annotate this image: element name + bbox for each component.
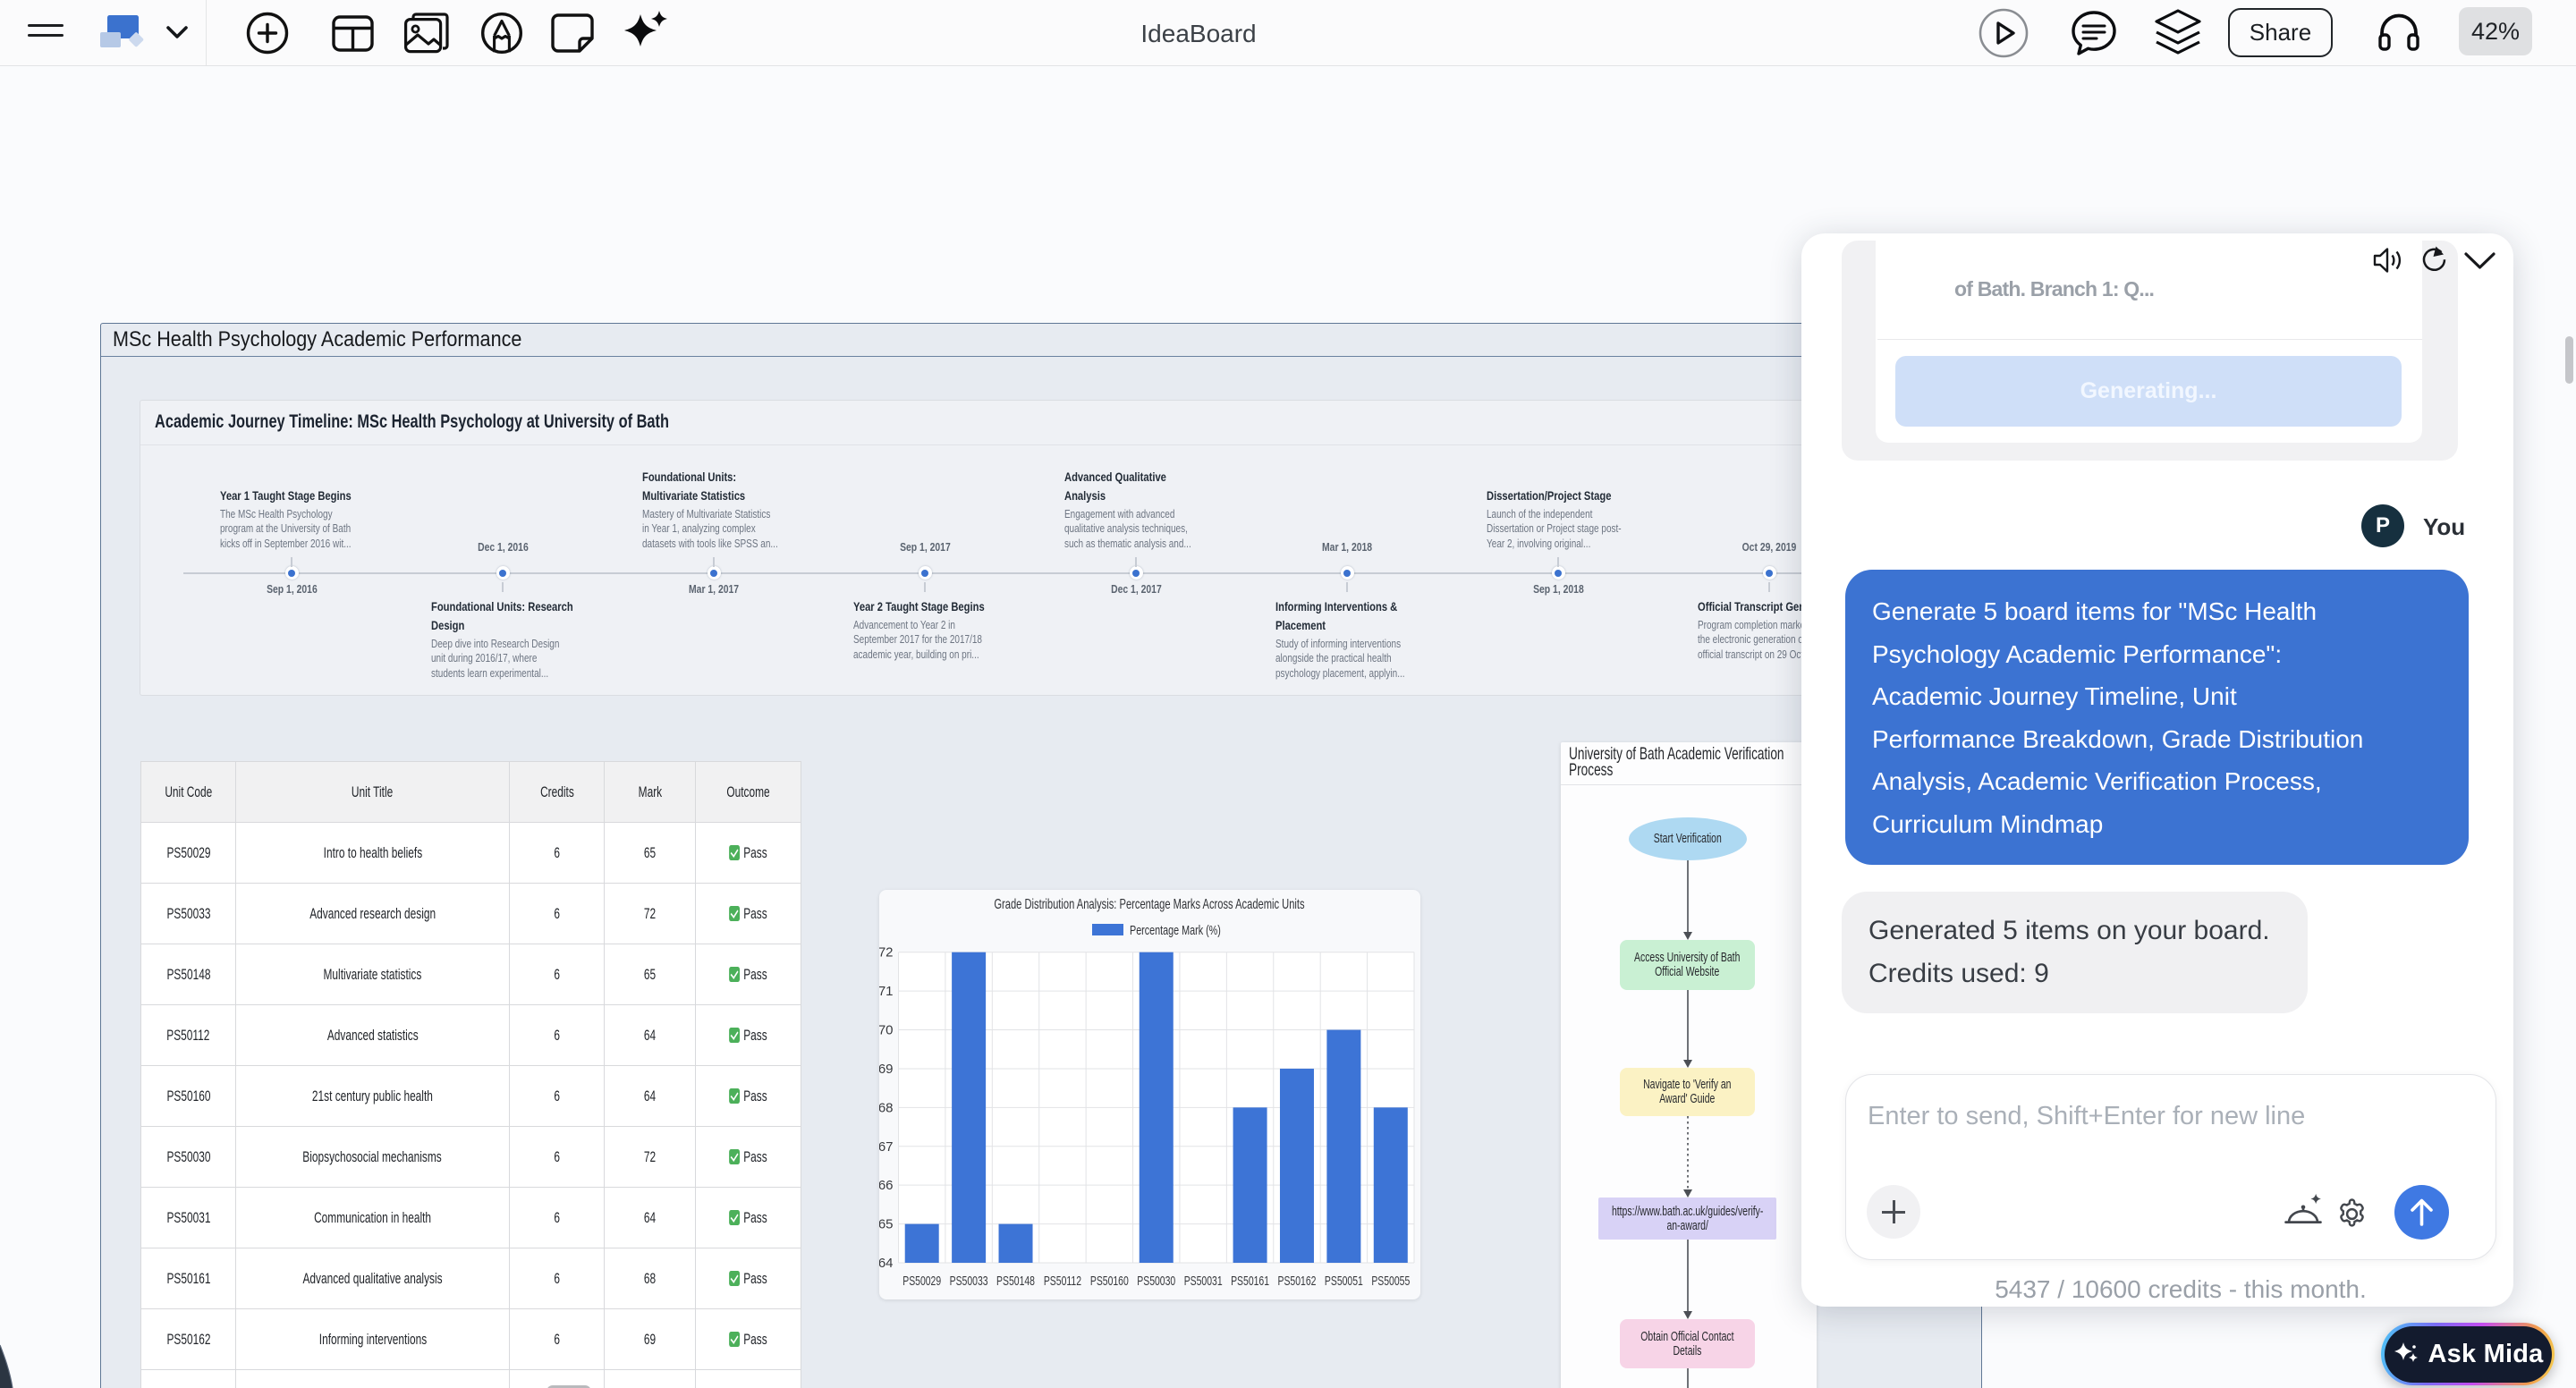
- svg-text:PS50030: PS50030: [1137, 1274, 1175, 1288]
- svg-text:67: 67: [879, 1139, 894, 1155]
- svg-text:PS50148: PS50148: [996, 1274, 1035, 1288]
- svg-text:68: 68: [879, 1100, 894, 1115]
- svg-text:PS50051: PS50051: [1325, 1274, 1363, 1288]
- svg-text:PS50031: PS50031: [1184, 1274, 1223, 1288]
- svg-text:PS50160: PS50160: [1090, 1274, 1129, 1288]
- svg-text:PS50162: PS50162: [1278, 1274, 1317, 1288]
- svg-text:PS50033: PS50033: [950, 1274, 988, 1288]
- svg-text:Percentage Mark (%): Percentage Mark (%): [1130, 922, 1221, 937]
- svg-text:PS50112: PS50112: [1044, 1274, 1081, 1288]
- svg-text:71: 71: [879, 984, 894, 999]
- svg-text:PS50161: PS50161: [1231, 1274, 1269, 1288]
- svg-text:69: 69: [879, 1062, 894, 1077]
- svg-text:72: 72: [879, 945, 894, 961]
- svg-text:PS50055: PS50055: [1371, 1274, 1410, 1288]
- svg-text:70: 70: [879, 1023, 894, 1038]
- svg-text:64: 64: [879, 1256, 894, 1271]
- svg-text:Grade Distribution Analysis: P: Grade Distribution Analysis: Percentage …: [994, 896, 1304, 911]
- svg-text:66: 66: [879, 1178, 894, 1193]
- svg-text:PS50029: PS50029: [902, 1274, 941, 1288]
- svg-text:65: 65: [879, 1217, 894, 1232]
